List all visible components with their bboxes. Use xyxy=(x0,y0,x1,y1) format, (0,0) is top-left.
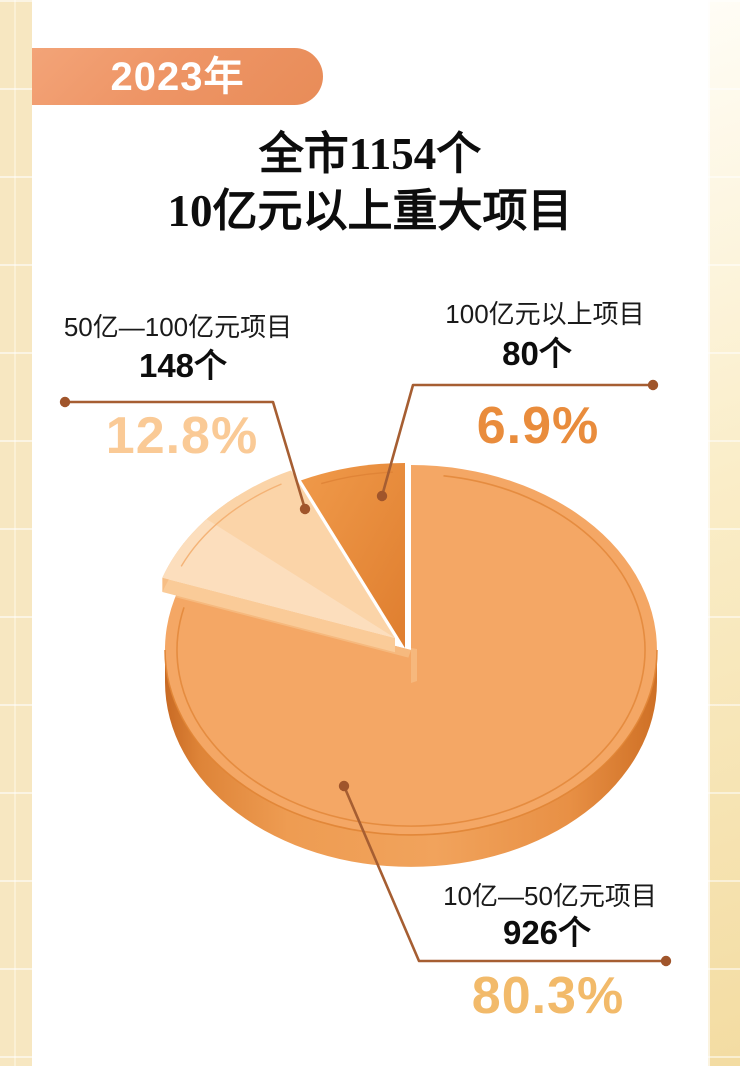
pie-side-main xyxy=(165,650,657,867)
title-line-2: 10亿元以上重大项目 xyxy=(167,186,573,236)
callout-right-percent: 6.9% xyxy=(476,397,600,455)
slice-group-50-100 xyxy=(162,470,395,653)
callout-bottom-count: 926个 xyxy=(502,914,592,951)
callout-right-label: 100亿元以上项目 xyxy=(445,299,645,329)
slice-50-100-bottom-side xyxy=(162,577,395,653)
title-line-1: 全市1154个 xyxy=(258,129,482,179)
leader-dot-right-slice xyxy=(376,490,388,502)
leader-dot-left-end xyxy=(59,396,71,408)
slice-50-100-128 xyxy=(162,470,395,638)
leader-line-right xyxy=(380,383,655,498)
callout-left-label: 50亿—100亿元项目 xyxy=(63,312,293,342)
year-badge-label: 2023年 xyxy=(110,54,245,99)
leader-line-bottom xyxy=(342,784,668,963)
left-grid-strip xyxy=(0,0,32,1066)
callout-bottom-percent: 80.3% xyxy=(471,967,625,1025)
callout-bottom-label: 10亿—50亿元项目 xyxy=(443,881,657,911)
slice-50-100-highlight xyxy=(162,519,395,638)
slice-50-100-inset-arc xyxy=(180,483,282,567)
pie-rim-line xyxy=(164,649,658,836)
callout-left-percent: 12.8% xyxy=(105,407,259,465)
callout-left-count: 148个 xyxy=(138,347,228,384)
slice-main-inset-arc xyxy=(176,475,646,827)
year-badge: 2023年 xyxy=(32,48,323,105)
right-grid-strip xyxy=(708,0,740,1066)
slice-main-cut-face xyxy=(411,648,417,683)
leader-dot-bottom-end xyxy=(660,955,672,967)
page-title: 全市1154个 10亿元以上重大项目 xyxy=(32,126,708,240)
leader-dot-right-end xyxy=(647,379,659,391)
leader-dot-bottom-slice xyxy=(338,780,350,792)
leader-line-left xyxy=(63,400,307,511)
leader-dot-left-slice xyxy=(299,503,311,515)
slice-100plus-69 xyxy=(301,463,405,648)
callout-right-count: 80个 xyxy=(502,335,572,372)
